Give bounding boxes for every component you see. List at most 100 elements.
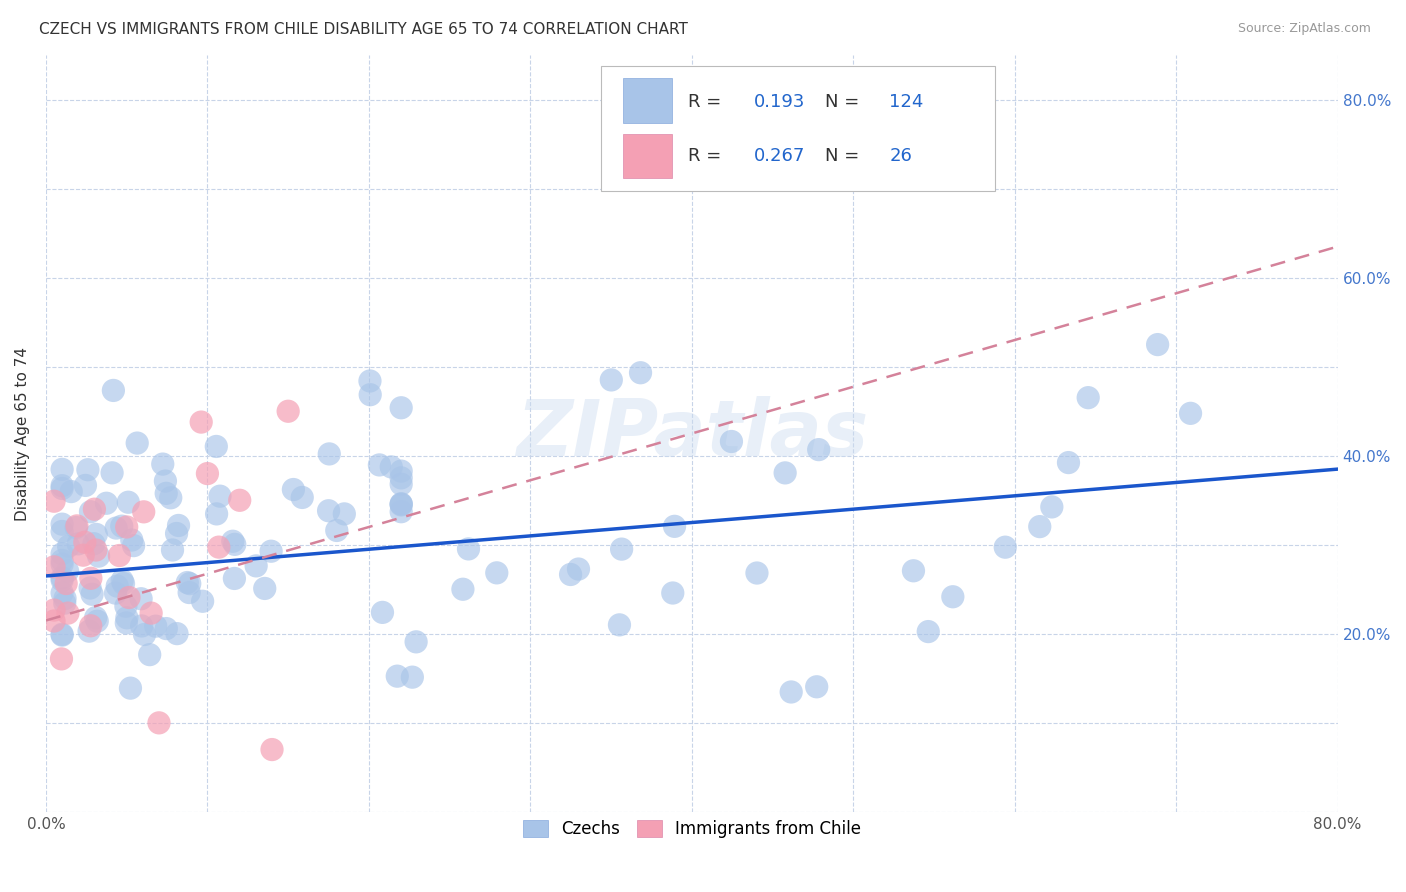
Point: [166, 526, 188, 541]
Point: [720, 434, 742, 449]
Point: [359, 374, 381, 388]
FancyBboxPatch shape: [602, 67, 995, 192]
Point: [176, 575, 198, 590]
Point: [917, 624, 939, 639]
Point: [51, 627, 73, 641]
Point: [745, 566, 768, 580]
Point: [56, 564, 79, 578]
Point: [152, 457, 174, 471]
Point: [190, 415, 212, 429]
Point: [630, 366, 652, 380]
Text: 124: 124: [890, 93, 924, 111]
Point: [228, 493, 250, 508]
Point: [389, 464, 412, 478]
Point: [80, 571, 103, 585]
Point: [115, 611, 138, 625]
Point: [780, 685, 803, 699]
Point: [117, 495, 139, 509]
Text: N =: N =: [825, 93, 865, 111]
Text: Source: ZipAtlas.com: Source: ZipAtlas.com: [1237, 22, 1371, 36]
Point: [205, 440, 228, 454]
Point: [55, 576, 77, 591]
Point: [103, 384, 125, 398]
Point: [387, 669, 409, 683]
Point: [260, 742, 283, 756]
Point: [664, 519, 686, 533]
Point: [83, 537, 105, 551]
Point: [115, 615, 138, 630]
Point: [58, 539, 80, 553]
Text: ZIPatlas: ZIPatlas: [516, 395, 868, 472]
Point: [51, 524, 73, 539]
Point: [51, 462, 73, 476]
Bar: [623, 134, 672, 178]
Point: [77, 463, 100, 477]
Point: [121, 533, 143, 547]
Point: [111, 574, 134, 588]
Point: [208, 489, 231, 503]
Point: [380, 459, 402, 474]
Legend: Czechs, Immigrants from Chile: Czechs, Immigrants from Chile: [516, 814, 868, 845]
Point: [145, 619, 167, 633]
Point: [224, 537, 246, 551]
Point: [111, 519, 134, 533]
Point: [159, 491, 181, 505]
Point: [139, 606, 162, 620]
Point: [806, 680, 828, 694]
Point: [51, 652, 73, 666]
Point: [283, 483, 305, 497]
Point: [389, 477, 412, 491]
Point: [83, 502, 105, 516]
Point: [53, 591, 76, 606]
Point: [405, 635, 427, 649]
Point: [155, 486, 177, 500]
Text: CZECH VS IMMIGRANTS FROM CHILE DISABILITY AGE 65 TO 74 CORRELATION CHART: CZECH VS IMMIGRANTS FROM CHILE DISABILIT…: [39, 22, 689, 37]
Text: N =: N =: [825, 147, 865, 165]
Point: [253, 582, 276, 596]
Point: [104, 586, 127, 600]
Point: [84, 610, 107, 624]
Point: [134, 627, 156, 641]
Y-axis label: Disability Age 65 to 74: Disability Age 65 to 74: [15, 346, 30, 521]
Point: [73, 535, 96, 549]
Point: [60, 484, 83, 499]
Point: [1057, 456, 1080, 470]
Point: [389, 497, 412, 511]
Point: [129, 591, 152, 606]
Point: [1029, 519, 1052, 533]
Point: [389, 471, 412, 485]
Text: 0.193: 0.193: [754, 93, 806, 111]
Point: [51, 586, 73, 600]
Bar: [623, 78, 672, 123]
Point: [1180, 406, 1202, 420]
Point: [96, 496, 118, 510]
Point: [42, 603, 65, 617]
Point: [72, 548, 94, 562]
Point: [1146, 337, 1168, 351]
Point: [51, 517, 73, 532]
Point: [600, 373, 623, 387]
Point: [994, 540, 1017, 554]
Point: [942, 590, 965, 604]
Point: [42, 494, 65, 508]
Point: [51, 573, 73, 587]
Text: 0.267: 0.267: [754, 147, 806, 165]
Point: [389, 505, 412, 519]
Text: R =: R =: [688, 93, 727, 111]
Point: [318, 504, 340, 518]
Point: [105, 579, 128, 593]
Point: [56, 606, 79, 620]
Point: [162, 543, 184, 558]
Point: [131, 619, 153, 633]
Point: [67, 537, 90, 551]
Point: [101, 466, 124, 480]
Point: [66, 519, 89, 533]
Text: R =: R =: [688, 147, 727, 165]
Point: [79, 505, 101, 519]
Point: [371, 606, 394, 620]
Point: [291, 491, 314, 505]
Point: [51, 482, 73, 496]
Point: [245, 558, 267, 573]
Point: [560, 567, 582, 582]
Point: [132, 505, 155, 519]
